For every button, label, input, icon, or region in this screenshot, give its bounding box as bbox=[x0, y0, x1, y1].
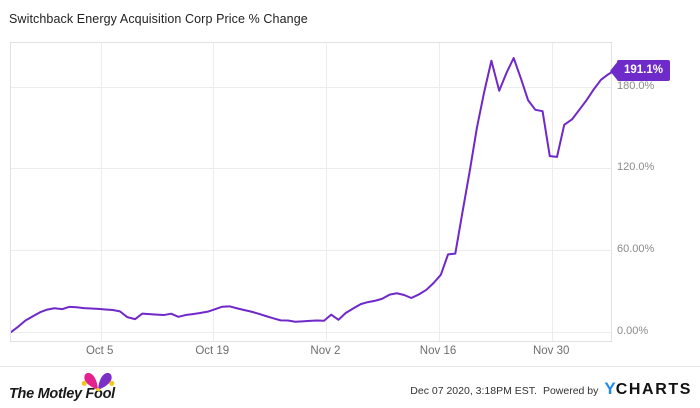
gridline-vertical bbox=[326, 43, 328, 341]
x-axis-tick-label: Oct 19 bbox=[195, 345, 230, 357]
ycharts-y-glyph: Y bbox=[604, 379, 616, 398]
x-axis-tick-label: Nov 30 bbox=[532, 345, 570, 357]
callout-arrow-icon bbox=[610, 60, 618, 81]
footer-attribution: Dec 07 2020, 3:18PM EST. Powered by Y CH… bbox=[410, 379, 692, 399]
gridline-vertical bbox=[100, 43, 102, 341]
y-axis-tick-label: 60.00% bbox=[617, 243, 655, 256]
plot-area bbox=[10, 42, 613, 342]
gridline-horizontal bbox=[11, 86, 611, 88]
last-value-callout: 191.1% bbox=[610, 60, 671, 81]
x-axis-tick-label: Nov 2 bbox=[310, 345, 341, 357]
brand-wordmark: The Motley Fool bbox=[9, 386, 115, 402]
gridline-horizontal bbox=[11, 250, 611, 252]
motley-fool-logo: The Motley Fool bbox=[9, 371, 139, 405]
chart-title: Switchback Energy Acquisition Corp Price… bbox=[9, 12, 308, 26]
y-axis-tick-label: 0.00% bbox=[617, 325, 649, 338]
last-value-label: 191.1% bbox=[617, 60, 671, 81]
y-axis-tick-label: 180.0% bbox=[617, 79, 655, 92]
gridline-horizontal bbox=[11, 168, 611, 170]
gridline-horizontal bbox=[11, 332, 611, 334]
chart-footer: The Motley Fool Dec 07 2020, 3:18PM EST.… bbox=[0, 366, 700, 408]
x-axis-tick-label: Oct 5 bbox=[85, 345, 114, 357]
y-axis-labels: 0.00% 60.00% 120.0% 180.0% bbox=[617, 42, 695, 342]
ycharts-wordmark: CHARTS bbox=[615, 381, 692, 398]
price-change-line-chart bbox=[11, 57, 613, 334]
gridline-vertical bbox=[552, 43, 554, 341]
footer-timestamp: Dec 07 2020, 3:18PM EST. bbox=[410, 385, 537, 397]
y-axis-tick-label: 120.0% bbox=[617, 161, 655, 174]
ycharts-logo: Y CHARTS bbox=[604, 379, 692, 399]
series-line-switchback bbox=[11, 57, 613, 334]
x-axis-labels: Oct 5 Oct 19 Nov 2 Nov 16 Nov 30 bbox=[10, 345, 612, 365]
jester-hat-icon bbox=[81, 372, 115, 391]
x-axis-tick-label: Nov 16 bbox=[419, 345, 457, 357]
gridline-vertical bbox=[439, 43, 441, 341]
gridline-vertical bbox=[213, 43, 215, 341]
gridlines bbox=[11, 43, 611, 341]
powered-by-label: Powered by bbox=[542, 385, 599, 397]
